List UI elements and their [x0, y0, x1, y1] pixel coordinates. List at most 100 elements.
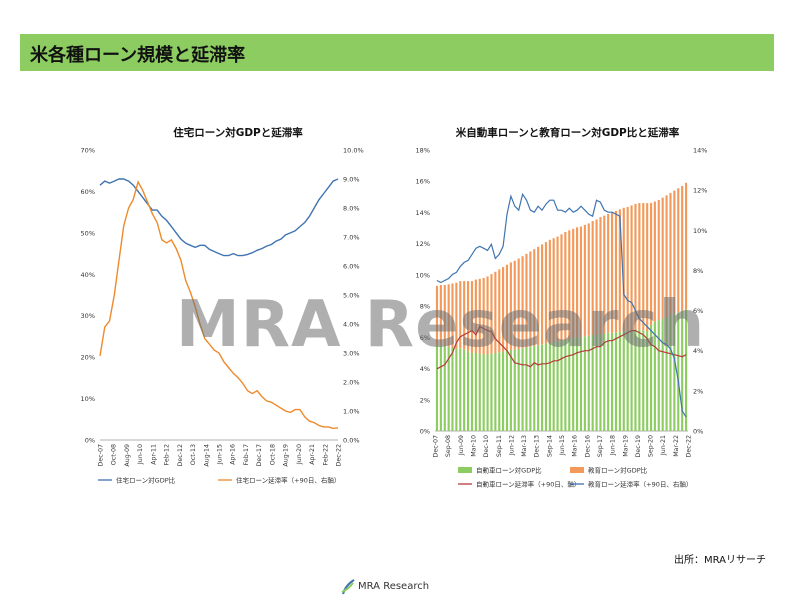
x-tick-label: Oct-13: [190, 444, 197, 465]
auto-loan-bar: [552, 342, 555, 431]
edu-loan-bar: [630, 205, 633, 331]
auto-loan-bar: [529, 346, 532, 431]
auto-loan-bar: [459, 348, 462, 431]
auto-loan-bar: [583, 336, 586, 431]
edu-loan-bar: [517, 258, 520, 349]
auto-loan-bar: [576, 337, 579, 431]
x-tick-label: Dec-17: [256, 444, 263, 466]
y2-tick-label: 5.0%: [343, 292, 360, 300]
x-tick-label: Dec-13: [534, 435, 541, 457]
y2-tick-label: 3.0%: [343, 350, 360, 358]
y2-tick-label: 8.0%: [343, 205, 360, 213]
auto-loan-bar: [646, 331, 649, 431]
x-tick-label: Jun-12: [508, 435, 515, 456]
x-tick-label: Sep-20: [648, 435, 655, 457]
auto-loan-bar: [447, 346, 450, 431]
auto-loan-bar: [618, 331, 621, 431]
edu-loan-bar: [603, 215, 606, 334]
edu-loan-bar: [556, 236, 559, 342]
y-tick-label: 10%: [81, 395, 95, 403]
edu-loan-bar: [505, 264, 509, 351]
x-tick-label: Dec-12: [177, 444, 184, 466]
edu-loan-bar: [665, 195, 668, 318]
auto-loan-bar: [435, 345, 439, 431]
y2-tick-label: 0%: [693, 428, 703, 436]
title-bar: 米各種ローン規模と延滞率: [20, 34, 774, 71]
auto-loan-bar: [626, 331, 629, 431]
edu-loan-bar: [544, 242, 548, 344]
auto-loan-bar: [517, 349, 520, 431]
y-tick-label: 2%: [420, 396, 430, 404]
y-tick-label: 16%: [416, 178, 430, 186]
legend-edu-loan-swatch: [570, 467, 584, 473]
footer-logo: MRA Research: [340, 578, 470, 598]
legend-edu-loan-label: 教育ローン対GDP比: [588, 466, 648, 475]
auto-loan-bar: [650, 324, 653, 431]
auto-loan-bar: [509, 349, 512, 431]
x-tick-label: Mar-10: [470, 435, 477, 457]
page-title: 米各種ローン規模と延滞率: [30, 45, 246, 66]
x-tick-label: Jun-20: [296, 444, 303, 465]
y-tick-label: 4%: [420, 365, 430, 373]
edu-loan-bar: [661, 197, 664, 319]
y2-tick-label: 8%: [693, 267, 703, 275]
auto-loan-bar: [677, 312, 680, 431]
edu-loan-bar: [626, 207, 629, 332]
x-tick-label: Feb-17: [243, 444, 250, 465]
y2-tick-label: 4%: [693, 347, 703, 355]
edu-loan-bar: [599, 217, 602, 335]
x-tick-label: Mar-22: [673, 435, 680, 457]
y2-tick-label: 9.0%: [343, 176, 360, 184]
edu-loan-bar: [502, 267, 505, 352]
edu-loan-bar: [646, 203, 649, 332]
x-tick-label: Dec-10: [483, 435, 490, 457]
edu-loan-bar: [634, 203, 637, 330]
auto-loan-bar: [579, 337, 583, 431]
edu-loan-bar: [614, 210, 618, 333]
x-tick-label: Apr-11: [150, 444, 157, 465]
x-tick-label: Dec-19: [635, 435, 642, 457]
auto-loan-bar: [541, 344, 544, 431]
edu-loan-bar: [498, 269, 501, 353]
edu-loan-bar: [509, 262, 512, 350]
y-tick-label: 8%: [420, 303, 430, 311]
x-tick-label: Mar-13: [521, 435, 528, 457]
x-tick-label: Jun-18: [610, 435, 617, 456]
legend-edu-delinquency-label: 教育ローン延滞率（+90日、右軸）: [588, 480, 692, 489]
edu-loan-bar: [474, 279, 477, 353]
edu-loan-bar: [494, 271, 497, 353]
y-tick-label: 30%: [81, 312, 95, 320]
x-tick-label: Dec-22: [686, 435, 693, 457]
edu-loan-bar: [482, 278, 485, 355]
edu-loan-bar: [587, 223, 590, 336]
auto-loan-bar: [513, 349, 516, 431]
housing-gdp-line: [99, 178, 339, 257]
auto-loan-bar: [556, 341, 559, 431]
x-tick-label: Jun-15: [559, 435, 566, 456]
auto-loan-bar: [564, 339, 567, 431]
edu-loan-bar: [459, 281, 462, 349]
legend-housing-gdp-label: 住宅ローン対GDP比: [116, 476, 176, 485]
auto-loan-bar: [572, 338, 575, 431]
auto-loan-bar: [653, 321, 656, 431]
y-tick-label: 40%: [81, 271, 95, 279]
x-tick-label: Dec-07: [98, 444, 105, 466]
y2-tick-label: 12%: [693, 187, 707, 195]
edu-loan-bar: [463, 281, 466, 350]
auto-loan-bar: [642, 330, 645, 431]
edu-loan-bar: [576, 227, 579, 338]
auto-loan-bar: [685, 309, 688, 431]
auto-loan-bar: [443, 345, 446, 431]
auto-loan-bar: [591, 335, 594, 431]
auto-loan-bar: [490, 353, 493, 431]
y-tick-label: 0%: [420, 428, 430, 436]
edu-loan-bar: [521, 256, 524, 349]
auto-loan-bar: [544, 343, 548, 431]
edu-loan-bar: [533, 249, 536, 346]
legend-auto-delinquency-label: 自動車ローン延滞率（+90日、軸）: [476, 480, 580, 489]
auto-loan-bar: [587, 335, 590, 431]
y-tick-label: 10%: [416, 271, 430, 279]
y-tick-label: 60%: [81, 188, 95, 196]
x-tick-label: Dec-16: [584, 435, 591, 457]
edu-loan-bar: [455, 282, 458, 349]
